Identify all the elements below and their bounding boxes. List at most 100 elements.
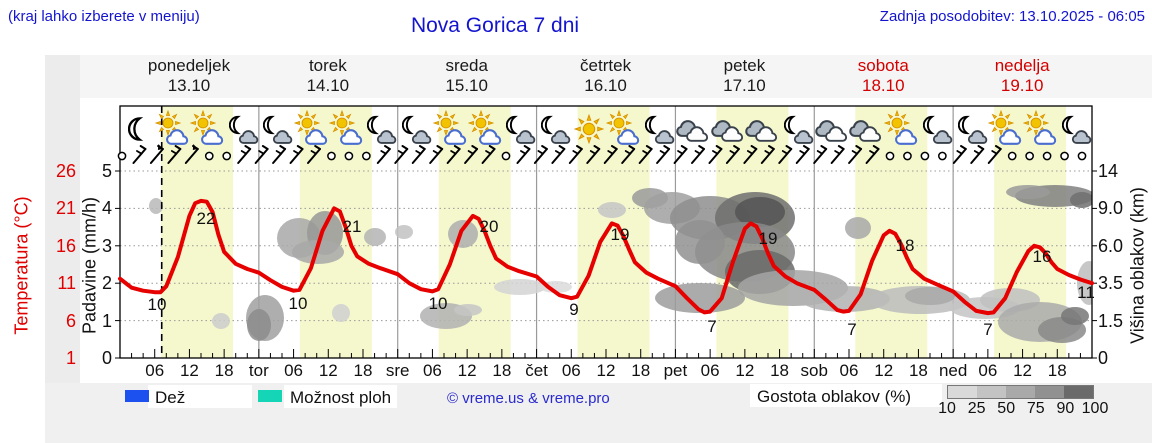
moon-cloud-icon <box>402 115 432 144</box>
wind-barb-symbol <box>429 145 444 164</box>
sun-cloud-icon <box>884 110 918 145</box>
wind-calm-symbol <box>1007 151 1017 161</box>
weather-icon-sun-cloud <box>883 108 919 150</box>
weather-icon-sun-cloud <box>987 108 1023 150</box>
day-header: sobota 18.10 <box>814 56 952 96</box>
time-label: 18 <box>1047 361 1067 380</box>
moon-cloud-icon <box>540 115 571 144</box>
temperature-value-label: 19 <box>758 229 778 248</box>
temperature-value-label: 7 <box>707 317 717 336</box>
temperature-value-label: 10 <box>288 294 308 313</box>
time-label: 06 <box>978 361 998 380</box>
moon-cloud-icon <box>957 115 987 144</box>
weather-icon-cloudy <box>848 108 884 150</box>
time-label: čet <box>525 361 548 380</box>
density-tick-label: 25 <box>967 400 986 417</box>
sun-cloud-icon <box>155 110 189 145</box>
wind-barb-symbol <box>638 145 653 164</box>
showers-legend-chip <box>284 385 397 408</box>
location-hint: (kraj lahko izberete v meniju) <box>8 8 200 25</box>
wind-barb-symbol <box>691 145 705 164</box>
density-swatch <box>948 386 977 398</box>
temperature-tick-label: 16 <box>55 235 76 256</box>
wind-barb-symbol <box>621 145 636 164</box>
density-tick-label: 75 <box>1026 400 1045 417</box>
time-label: sre <box>385 361 410 380</box>
copyright-link[interactable]: © vreme.us & vreme.pro <box>447 390 610 407</box>
cloudy-icon <box>849 120 882 142</box>
weather-icon-sun-cloud <box>432 108 468 150</box>
wind-barb-symbol <box>603 145 618 164</box>
weather-icon-moon <box>119 108 155 150</box>
day-date: 18.10 <box>862 76 905 95</box>
wind-barb-symbol <box>848 145 863 164</box>
moon-cloud-icon <box>922 115 953 144</box>
cloud-blob <box>448 220 478 248</box>
temperature-value-label: 7 <box>847 320 857 339</box>
moon-cloud-icon <box>367 115 397 144</box>
wind-calm-symbol <box>117 151 127 161</box>
temperature-value-label: 21 <box>342 217 362 236</box>
weather-icon-moon-cloud <box>501 108 537 150</box>
wind-barb-symbol <box>149 144 164 164</box>
wind-barb-symbol <box>394 145 409 164</box>
precip-tick-label: 1 <box>101 310 112 331</box>
time-label: 12 <box>874 361 894 380</box>
left-gray-strip <box>45 55 80 443</box>
sun-cloud-icon <box>1023 110 1057 145</box>
time-label: 18 <box>631 361 651 380</box>
wind-calm-symbol <box>1025 151 1034 161</box>
time-label: 12 <box>318 361 338 380</box>
cloud-blob <box>905 287 955 305</box>
density-tick-label: 50 <box>997 400 1016 417</box>
day-name: sobota <box>857 56 909 75</box>
cloud-blob <box>675 220 725 264</box>
cloud-blob <box>1070 192 1092 208</box>
wind-barb-symbol <box>760 145 775 164</box>
time-label: sob <box>800 361 828 380</box>
wind-barb-symbol <box>167 145 182 164</box>
cloud-density-label: Gostota oblakov (%) <box>757 387 912 406</box>
weather-icon-sun-cloud <box>189 108 225 150</box>
cloud-density-scale <box>947 385 1094 399</box>
temperature-tick-label: 26 <box>55 161 76 181</box>
day-date: 17.10 <box>723 76 766 95</box>
wind-calm-symbol <box>344 151 354 161</box>
wind-barb-symbol <box>656 145 671 164</box>
density-swatch <box>977 386 1006 398</box>
cloud-blob <box>494 279 546 295</box>
time-label: 18 <box>770 361 790 380</box>
wind-barb-symbol <box>743 145 758 164</box>
time-label: 12 <box>457 361 477 380</box>
day-name: ponedeljek <box>147 56 231 75</box>
sun-cloud-icon <box>468 110 501 145</box>
moon-cloud-icon <box>228 115 258 144</box>
wind-barb-symbol <box>708 145 723 164</box>
last-update: Zadnja posodobitev: 13.10.2025 - 06:05 <box>879 8 1145 25</box>
moon-cloud-icon <box>645 115 675 144</box>
wind-calm-symbol <box>1077 151 1087 161</box>
showers-legend-label: Možnost ploh <box>290 388 392 407</box>
density-swatch <box>1064 386 1093 398</box>
weather-icon-sun <box>571 108 607 150</box>
cloud-blob <box>845 217 871 239</box>
wind-barb-symbol <box>376 145 391 164</box>
density-legend-chip <box>750 384 942 407</box>
time-label: pet <box>663 361 688 380</box>
moon-icon <box>128 117 142 141</box>
precip-tick-label: 5 <box>101 161 112 181</box>
wind-barb-symbol <box>778 145 793 164</box>
time-label: 18 <box>214 361 234 380</box>
weather-icon-moon-cloud <box>640 108 676 150</box>
wind-barb-symbol <box>446 145 461 164</box>
time-label: 06 <box>561 361 581 380</box>
cloud-blob <box>454 304 482 316</box>
wind-barb-symbol <box>289 145 304 164</box>
density-tick-label: 10 <box>938 400 956 417</box>
wind-calm-symbol <box>885 151 895 161</box>
time-label: 12 <box>596 361 616 380</box>
cloudy-icon <box>814 120 847 142</box>
wind-barb-symbol <box>464 145 479 164</box>
wind-barb-symbol <box>551 145 566 164</box>
